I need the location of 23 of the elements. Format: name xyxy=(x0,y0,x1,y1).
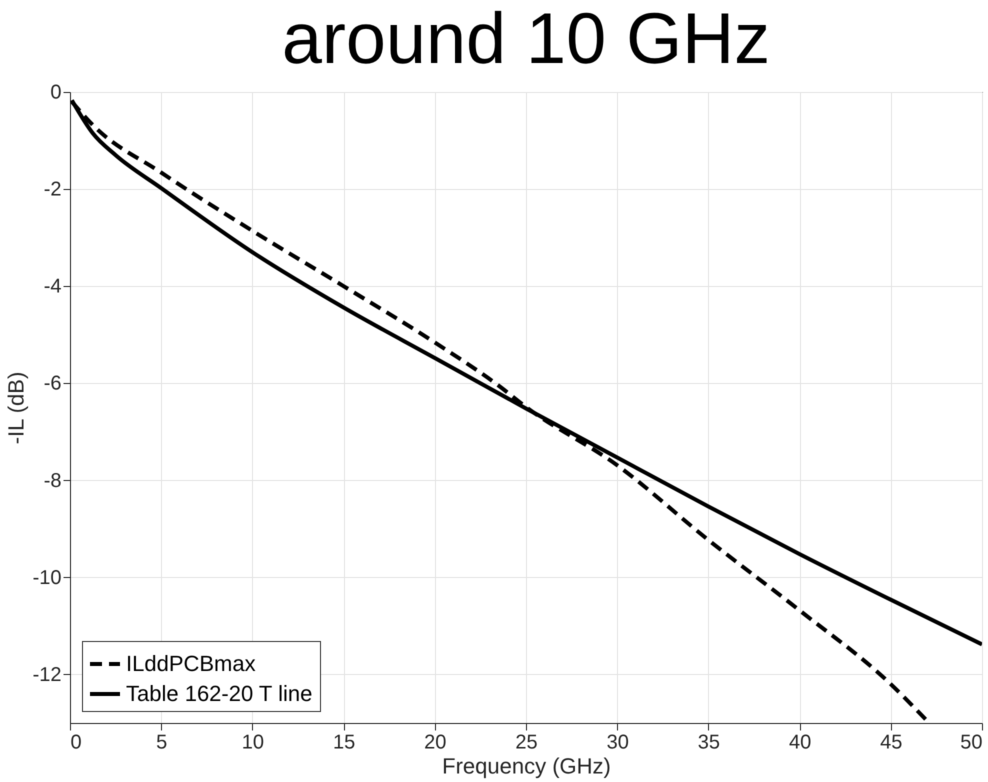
y-tick-label: -6 xyxy=(44,372,62,395)
x-tick-label: 45 xyxy=(880,732,902,754)
y-tick-label: -4 xyxy=(44,276,62,298)
y-tick-label: 0 xyxy=(50,82,62,104)
chart-title: around 10 GHz xyxy=(282,0,770,79)
x-tick-label: 25 xyxy=(515,732,538,754)
y-tick-label: -2 xyxy=(44,178,62,201)
y-tick-label: -12 xyxy=(32,664,62,686)
x-tick-label: 0 xyxy=(70,732,82,754)
x-tick-label: 35 xyxy=(698,732,720,754)
y-tick-label: -8 xyxy=(44,470,62,492)
x-tick-label: 50 xyxy=(960,732,982,754)
x-tick-label: 20 xyxy=(424,732,446,754)
y-tick-label: -10 xyxy=(32,566,62,589)
x-tick-label: 15 xyxy=(332,732,356,754)
x-tick-label: 40 xyxy=(788,732,812,754)
x-tick-label: 5 xyxy=(156,732,168,754)
x-tick-label: 30 xyxy=(606,732,629,754)
y-axis-title: -IL (dB) xyxy=(4,372,29,444)
legend-label: ILddPCBmax xyxy=(126,651,256,676)
x-tick-label: 10 xyxy=(242,732,264,754)
x-axis-title: Frequency (GHz) xyxy=(442,754,611,778)
legend-label: Table 162-20 T line xyxy=(126,681,312,706)
